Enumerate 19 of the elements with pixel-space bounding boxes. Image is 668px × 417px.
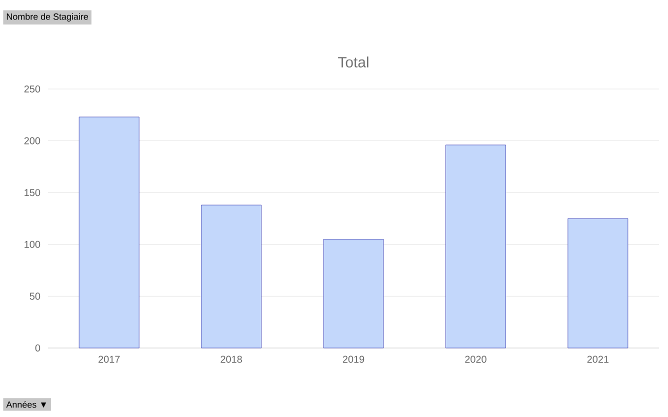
bar	[201, 204, 262, 348]
text: Années ▼	[6, 401, 46, 408]
x-tick-label: 2020	[465, 356, 486, 363]
bar	[78, 116, 140, 348]
y-tick-label: 250	[24, 85, 40, 93]
bar	[568, 218, 628, 348]
y-tick-label: 200	[24, 137, 40, 144]
bar	[323, 239, 384, 348]
y-tick-label: 0	[35, 344, 40, 352]
chart-title: Total	[338, 56, 368, 68]
y-tick-label: 100	[24, 240, 40, 248]
x-tick-label: 2018	[220, 356, 242, 363]
bar	[446, 144, 506, 348]
y-tick-label: 150	[24, 189, 40, 196]
x-tick-label: 2017	[98, 356, 120, 363]
x-tick-label: 2021	[587, 356, 609, 363]
text: Nombre de Stagiaire	[6, 13, 88, 22]
y-tick-label: 50	[30, 292, 40, 300]
x-tick-label: 2019	[342, 356, 364, 363]
